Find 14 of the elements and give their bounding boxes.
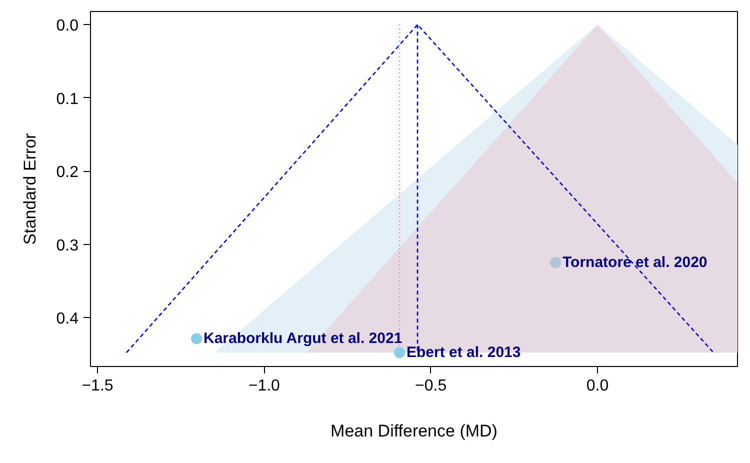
y-tick-label: 0.0 bbox=[56, 18, 79, 35]
x-tick-label: −1.0 bbox=[248, 378, 280, 394]
y-tick-label: 0.1 bbox=[56, 90, 79, 108]
y-tick-label: 0.2 bbox=[56, 164, 79, 182]
annotation: Tornatore et al. 2020 bbox=[562, 254, 708, 272]
x-tick-label: 0.0 bbox=[586, 378, 609, 394]
x-tick-label: −0.5 bbox=[415, 378, 447, 394]
y-axis-title: Standard Error bbox=[20, 132, 40, 245]
annotation: Karaborklu Argut et al. 2021 bbox=[204, 330, 402, 348]
y-tick-label: 0.3 bbox=[56, 237, 79, 254]
x-tick-label: −1.5 bbox=[82, 378, 114, 394]
y-tick-label: 0.4 bbox=[56, 310, 79, 328]
x-axis-title: Mean Difference (MD) bbox=[330, 422, 498, 440]
annotation: Ebert et al. 2013 bbox=[406, 344, 521, 362]
